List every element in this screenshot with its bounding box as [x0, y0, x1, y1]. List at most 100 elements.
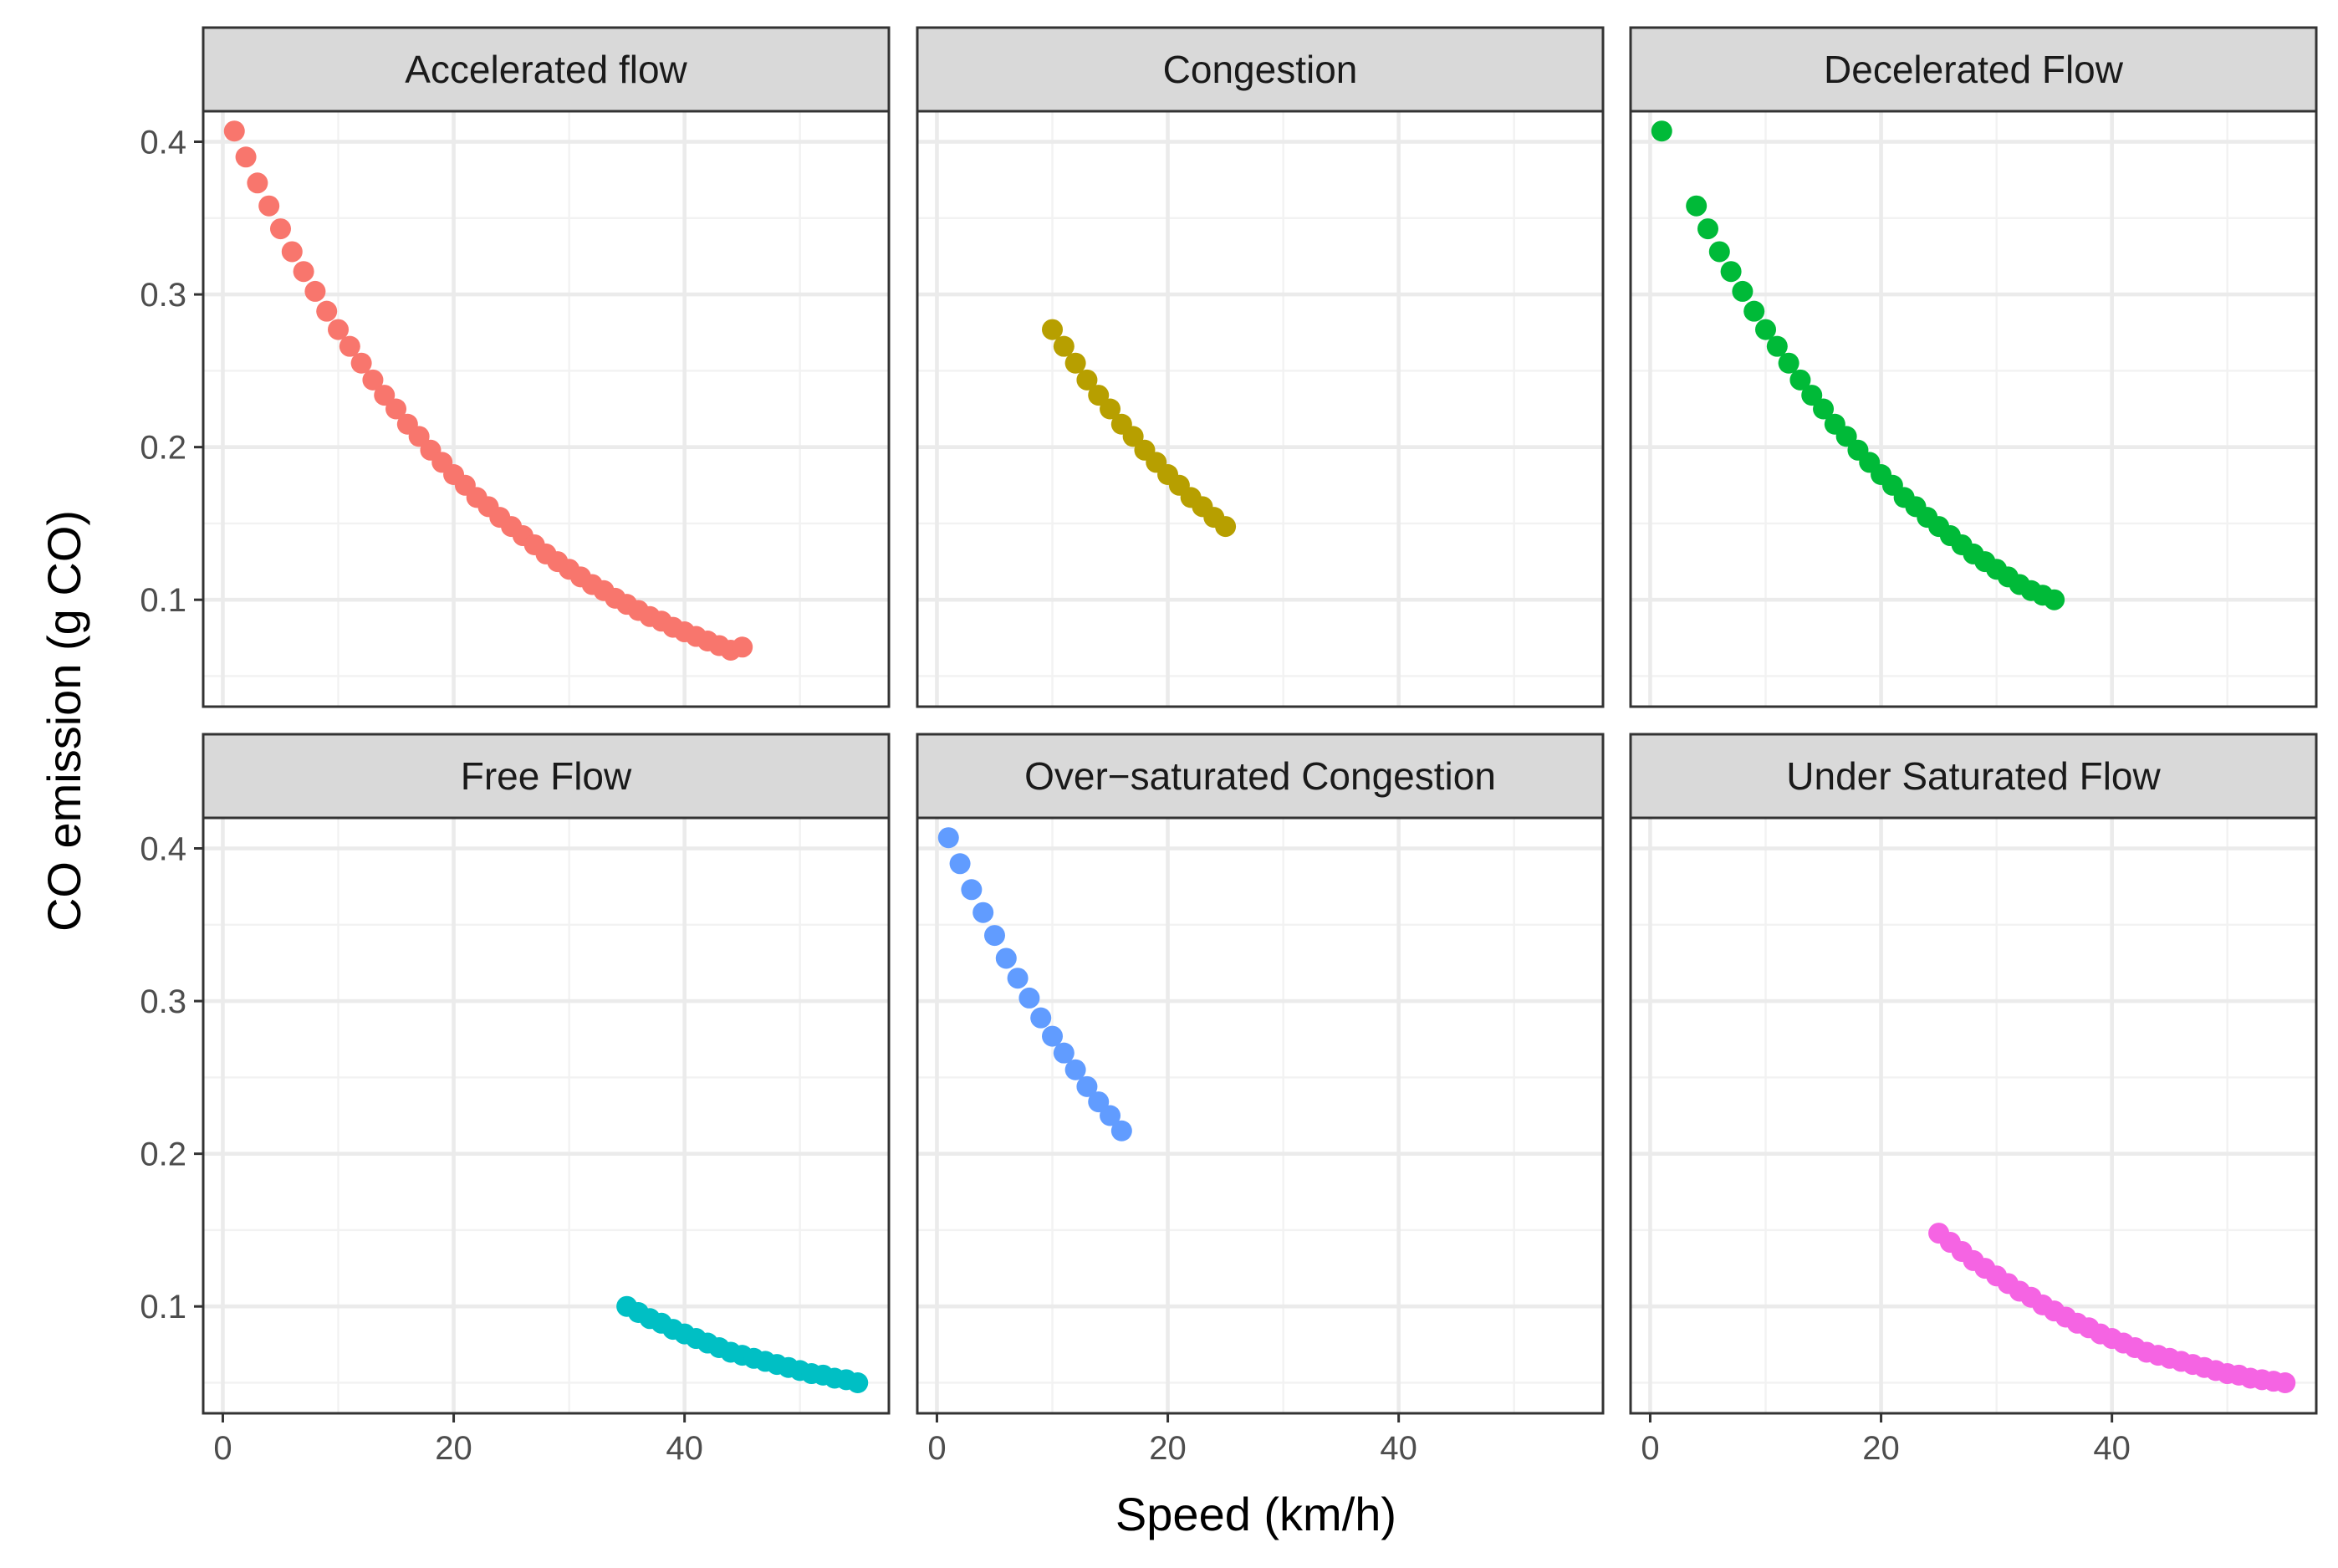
- facet-strip-label: Decelerated Flow: [1824, 48, 2124, 91]
- data-point: [1053, 1042, 1075, 1064]
- x-tick-label: 0: [927, 1430, 946, 1467]
- data-point: [1100, 1105, 1121, 1126]
- data-point: [235, 146, 257, 168]
- data-point: [847, 1371, 869, 1393]
- y-tick-label: 0.1: [140, 1289, 186, 1325]
- data-point: [328, 319, 350, 340]
- data-point: [1697, 218, 1718, 240]
- panel-background: [917, 818, 1603, 1413]
- data-point: [247, 172, 268, 194]
- y-tick-label: 0.3: [140, 277, 186, 314]
- data-point: [281, 241, 303, 263]
- facet-panel: Over−saturated Congestion 0 20 40: [916, 733, 1605, 1467]
- data-point: [983, 925, 1005, 947]
- data-point: [1215, 516, 1237, 538]
- data-point: [1789, 369, 1811, 391]
- data-point: [1835, 426, 1857, 447]
- data-point: [1100, 398, 1121, 420]
- x-tick-label: 20: [1862, 1430, 1900, 1467]
- data-point: [258, 195, 280, 217]
- facet-strip: [202, 26, 891, 113]
- data-point: [949, 853, 971, 875]
- data-point: [1076, 1075, 1098, 1097]
- panel-background: [1631, 818, 2316, 1413]
- y-tick-label: 0.1: [140, 582, 186, 619]
- data-point: [1042, 1025, 1064, 1047]
- data-point: [2044, 589, 2065, 610]
- data-point: [1651, 120, 1672, 142]
- panel-background: [203, 111, 889, 707]
- facet-panel: Accelerated flow 0.1 0.2 0.3 0.4: [140, 26, 891, 708]
- x-tick-label: 40: [666, 1430, 703, 1467]
- x-tick-label: 40: [2093, 1430, 2131, 1467]
- data-point: [1064, 1059, 1086, 1080]
- facet-panel: Free Flow 0.1 0.2 0.3 0.4 0 20 40: [140, 733, 891, 1467]
- facet-strip: [916, 733, 1605, 820]
- data-point: [1686, 195, 1708, 217]
- data-point: [1018, 987, 1040, 1009]
- data-point: [1766, 335, 1788, 357]
- data-point: [362, 369, 384, 391]
- data-point: [1122, 426, 1144, 447]
- data-point: [995, 947, 1017, 969]
- facet-panel: Congestion: [916, 26, 1605, 708]
- data-point: [408, 426, 430, 447]
- data-point: [304, 280, 326, 302]
- facet-strip-label: Free Flow: [461, 754, 632, 798]
- y-tick-label: 0.2: [140, 1136, 186, 1173]
- y-tick-label: 0.4: [140, 125, 186, 161]
- x-tick-label: 0: [213, 1430, 232, 1467]
- facet-strip: [1629, 26, 2318, 113]
- facet-strip-label: Under Saturated Flow: [1786, 754, 2161, 798]
- data-point: [1088, 1091, 1110, 1113]
- data-point: [1743, 300, 1765, 322]
- data-point: [2274, 1371, 2296, 1393]
- data-point: [316, 300, 338, 322]
- data-point: [961, 879, 983, 901]
- facet-strip: [1629, 733, 2318, 820]
- data-point: [1076, 369, 1098, 391]
- y-axis-title: CO emission (g CO): [38, 510, 90, 932]
- data-point: [1030, 1007, 1052, 1029]
- data-point: [1778, 352, 1799, 374]
- y-tick-label: 0.2: [140, 430, 186, 467]
- data-point: [1064, 352, 1086, 374]
- data-point: [269, 218, 291, 240]
- panel-background: [203, 818, 889, 1413]
- facet-strip-label: Congestion: [1163, 48, 1358, 91]
- data-point: [1053, 335, 1075, 357]
- data-point: [972, 901, 994, 923]
- x-tick-label: 40: [1380, 1430, 1417, 1467]
- x-axis-title: Speed (km/h): [1115, 1488, 1396, 1540]
- data-point: [937, 827, 959, 849]
- data-point: [1088, 385, 1110, 406]
- x-tick-label: 20: [1149, 1430, 1187, 1467]
- x-tick-label: 20: [435, 1430, 472, 1467]
- data-point: [1042, 319, 1064, 340]
- data-point: [293, 261, 314, 283]
- data-point: [1708, 241, 1730, 263]
- data-point: [374, 385, 396, 406]
- data-point: [385, 398, 407, 420]
- y-tick-label: 0.3: [140, 983, 186, 1020]
- data-point: [732, 636, 753, 658]
- facet-strip: [202, 733, 891, 820]
- x-tick-label: 0: [1641, 1430, 1659, 1467]
- data-point: [223, 120, 245, 142]
- data-point: [339, 335, 360, 357]
- data-point: [1732, 280, 1754, 302]
- facet-panel: Decelerated Flow: [1629, 26, 2318, 708]
- data-point: [1813, 398, 1835, 420]
- facet-strip: [916, 26, 1605, 113]
- data-point: [1755, 319, 1777, 340]
- data-point: [1720, 261, 1742, 283]
- facet-panel: Under Saturated Flow 0 20 40: [1629, 733, 2318, 1467]
- y-tick-label: 0.4: [140, 831, 186, 868]
- data-point: [1801, 385, 1823, 406]
- data-point: [350, 352, 372, 374]
- data-point: [1007, 968, 1029, 989]
- data-point: [1110, 1120, 1132, 1142]
- facet-strip-label: Over−saturated Congestion: [1024, 754, 1496, 798]
- panel-background: [1631, 111, 2316, 707]
